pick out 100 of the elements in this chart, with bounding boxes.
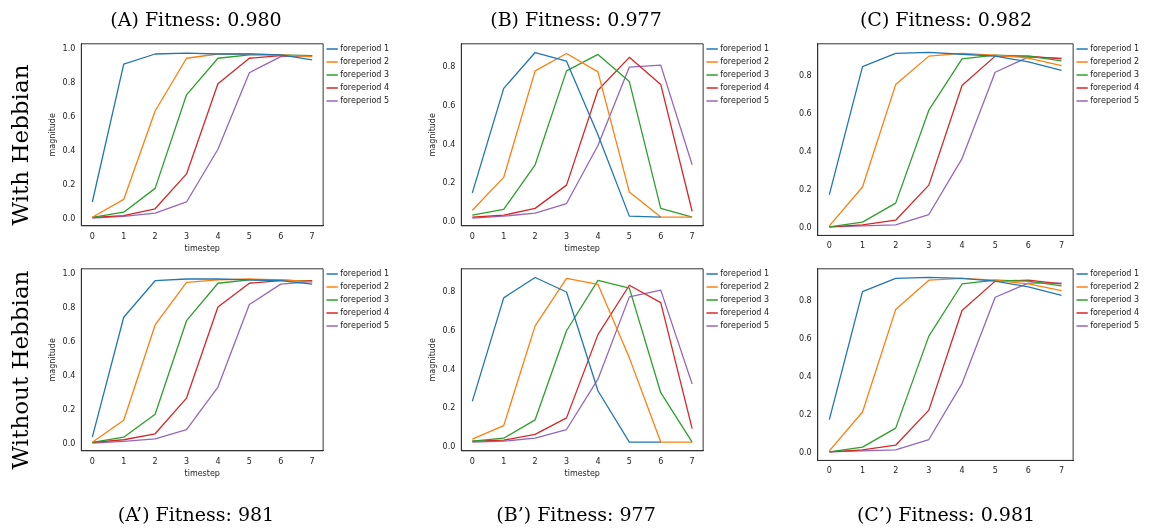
x-tick-label: 2	[893, 241, 899, 251]
y-tick-label: 0.4	[442, 364, 456, 374]
chart-title: (A) Fitness: 0.980	[109, 8, 283, 30]
legend-label: foreperiod 1	[1090, 44, 1140, 54]
x-tick-label: 4	[959, 466, 965, 476]
legend-label: foreperiod 5	[1090, 96, 1140, 106]
legend-label: foreperiod 1	[720, 44, 770, 54]
legend-label: foreperiod 1	[340, 269, 390, 279]
legend-label: foreperiod 3	[1090, 295, 1140, 305]
x-tick-label: 6	[278, 456, 284, 466]
x-tick-label: 4	[595, 456, 601, 466]
y-axis-title: magnitude	[427, 113, 437, 157]
y-tick-label: 0.2	[798, 184, 812, 194]
y-tick-label: 0.8	[62, 303, 76, 312]
x-tick-label: 0	[826, 466, 832, 476]
x-tick-label: 7	[309, 456, 315, 466]
y-tick-label: 0.0	[442, 217, 456, 227]
x-tick-label: 4	[959, 241, 965, 251]
y-axis-title: magnitude	[47, 338, 57, 382]
y-tick-label: 0.4	[62, 146, 76, 156]
legend-label: foreperiod 4	[340, 83, 390, 93]
y-tick-label: 0.4	[798, 147, 812, 157]
x-tick-label: 5	[246, 231, 252, 241]
x-tick-label: 1	[501, 456, 507, 466]
chart-title: (C) Fitness: 0.982	[858, 8, 1034, 30]
legend-label: foreperiod 1	[1090, 269, 1140, 279]
y-tick-label: 0.0	[798, 222, 812, 232]
x-tick-label: 1	[121, 231, 127, 241]
legend-label: foreperiod 2	[720, 282, 770, 292]
legend-label: foreperiod 3	[720, 70, 770, 80]
y-tick-label: 0.2	[442, 178, 456, 188]
x-tick-label: 1	[859, 466, 866, 476]
x-tick-label: 3	[926, 241, 932, 251]
y-tick-label: 0.4	[442, 139, 456, 149]
x-axis-title: timestep	[564, 469, 600, 479]
x-tick-label: 2	[152, 456, 158, 466]
text: (C’) Fitness: 0.981	[855, 503, 1037, 525]
x-tick-label: 3	[563, 456, 570, 466]
y-tick-label: 0.8	[62, 78, 76, 87]
x-tick-label: 7	[1058, 466, 1065, 476]
y-tick-label: 1.0	[62, 268, 76, 278]
y-tick-label: 0.6	[798, 109, 812, 119]
legend-label: foreperiod 3	[340, 70, 390, 80]
chart-title: (B) Fitness: 0.977	[489, 8, 663, 30]
legend-label: foreperiod 1	[340, 44, 390, 54]
y-tick-label: 0.2	[62, 405, 76, 415]
y-tick-label: 0.2	[62, 180, 76, 190]
x-tick-label: 6	[1025, 241, 1031, 251]
legend-label: foreperiod 4	[340, 308, 390, 318]
x-tick-label: 7	[309, 231, 315, 241]
y-tick-label: 0.4	[798, 372, 812, 382]
x-tick-label: 4	[215, 456, 221, 466]
y-tick-label: 1.0	[62, 43, 76, 53]
y-tick-label: 0.6	[62, 337, 76, 347]
x-tick-label: 6	[658, 231, 664, 241]
x-tick-label: 3	[563, 231, 570, 241]
legend-label: foreperiod 1	[720, 269, 770, 279]
y-tick-label: 0.0	[798, 447, 812, 457]
legend-label: foreperiod 2	[340, 57, 390, 67]
y-tick-label: 0.6	[442, 325, 456, 335]
x-tick-label: 6	[658, 456, 664, 466]
x-tick-label: 7	[689, 231, 695, 241]
x-tick-label: 4	[595, 231, 601, 241]
x-tick-label: 5	[246, 456, 252, 466]
text: (B’) Fitness: 977	[495, 503, 657, 525]
y-tick-label: 0.8	[442, 62, 456, 72]
y-tick-label: 0.6	[798, 334, 812, 344]
text: With Hebbian	[7, 64, 33, 226]
x-tick-label: 6	[278, 231, 284, 241]
legend-label: foreperiod 2	[720, 57, 770, 67]
x-axis-title: timestep	[564, 244, 600, 254]
y-tick-label: 0.8	[442, 287, 456, 297]
x-tick-label: 7	[1058, 241, 1065, 251]
legend-label: foreperiod 3	[340, 295, 390, 305]
legend-label: foreperiod 4	[1090, 83, 1140, 93]
x-tick-label: 3	[183, 456, 190, 466]
legend-label: foreperiod 3	[1090, 70, 1140, 80]
y-tick-label: 0.6	[442, 100, 456, 110]
x-tick-label: 7	[689, 456, 695, 466]
x-tick-label: 4	[215, 231, 221, 241]
legend-label: foreperiod 5	[340, 96, 390, 106]
x-tick-label: 5	[992, 241, 998, 251]
x-axis-title: timestep	[184, 469, 220, 479]
x-tick-label: 3	[926, 466, 932, 476]
legend-label: foreperiod 5	[720, 96, 770, 106]
legend-label: foreperiod 4	[720, 83, 770, 93]
x-tick-label: 0	[89, 456, 95, 466]
legend-label: foreperiod 4	[1090, 308, 1140, 318]
y-axis-title: magnitude	[47, 113, 57, 157]
x-tick-label: 2	[532, 456, 538, 466]
x-tick-label: 0	[89, 231, 95, 241]
x-tick-label: 0	[469, 456, 475, 466]
legend-label: foreperiod 2	[1090, 282, 1140, 292]
legend-label: foreperiod 2	[1090, 57, 1140, 67]
x-tick-label: 5	[992, 466, 998, 476]
x-tick-label: 2	[152, 231, 158, 241]
x-tick-label: 2	[532, 231, 538, 241]
x-tick-label: 2	[893, 466, 899, 476]
y-tick-label: 0.8	[798, 296, 812, 306]
legend-label: foreperiod 3	[720, 295, 770, 305]
